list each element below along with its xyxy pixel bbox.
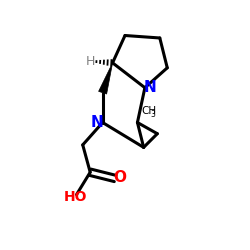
Text: H: H xyxy=(86,55,95,68)
Text: HO: HO xyxy=(64,190,87,204)
Polygon shape xyxy=(98,63,112,94)
Text: CH: CH xyxy=(141,106,156,116)
Text: 3: 3 xyxy=(150,110,155,119)
Text: N: N xyxy=(144,80,157,95)
Text: N: N xyxy=(91,115,104,130)
Text: O: O xyxy=(114,170,126,185)
